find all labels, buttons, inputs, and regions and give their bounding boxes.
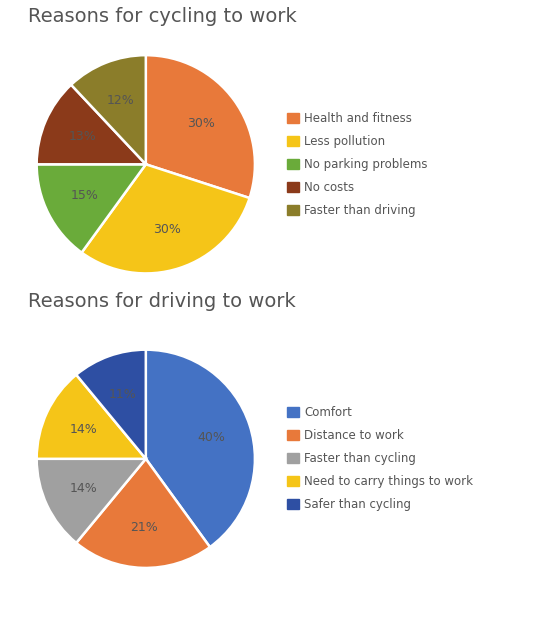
Wedge shape bbox=[76, 459, 210, 568]
Legend: Health and fitness, Less pollution, No parking problems, No costs, Faster than d: Health and fitness, Less pollution, No p… bbox=[287, 112, 428, 217]
Text: 30%: 30% bbox=[187, 117, 215, 130]
Wedge shape bbox=[76, 350, 146, 459]
Text: Reasons for driving to work: Reasons for driving to work bbox=[28, 292, 296, 311]
Text: 12%: 12% bbox=[106, 94, 134, 107]
Text: 30%: 30% bbox=[153, 223, 181, 236]
Text: 15%: 15% bbox=[71, 189, 98, 202]
Text: 14%: 14% bbox=[70, 482, 98, 495]
Text: 21%: 21% bbox=[130, 521, 158, 534]
Wedge shape bbox=[37, 85, 146, 164]
Text: 14%: 14% bbox=[70, 423, 98, 436]
Legend: Comfort, Distance to work, Faster than cycling, Need to carry things to work, Sa: Comfort, Distance to work, Faster than c… bbox=[287, 406, 474, 512]
Wedge shape bbox=[37, 374, 146, 459]
Wedge shape bbox=[146, 55, 255, 198]
Text: Reasons for cycling to work: Reasons for cycling to work bbox=[28, 7, 296, 26]
Wedge shape bbox=[37, 459, 146, 543]
Wedge shape bbox=[37, 164, 146, 252]
Text: 40%: 40% bbox=[197, 431, 225, 444]
Wedge shape bbox=[71, 55, 146, 164]
Wedge shape bbox=[146, 350, 255, 547]
Text: 13%: 13% bbox=[69, 130, 97, 143]
Wedge shape bbox=[82, 164, 249, 273]
Text: 11%: 11% bbox=[109, 388, 137, 401]
